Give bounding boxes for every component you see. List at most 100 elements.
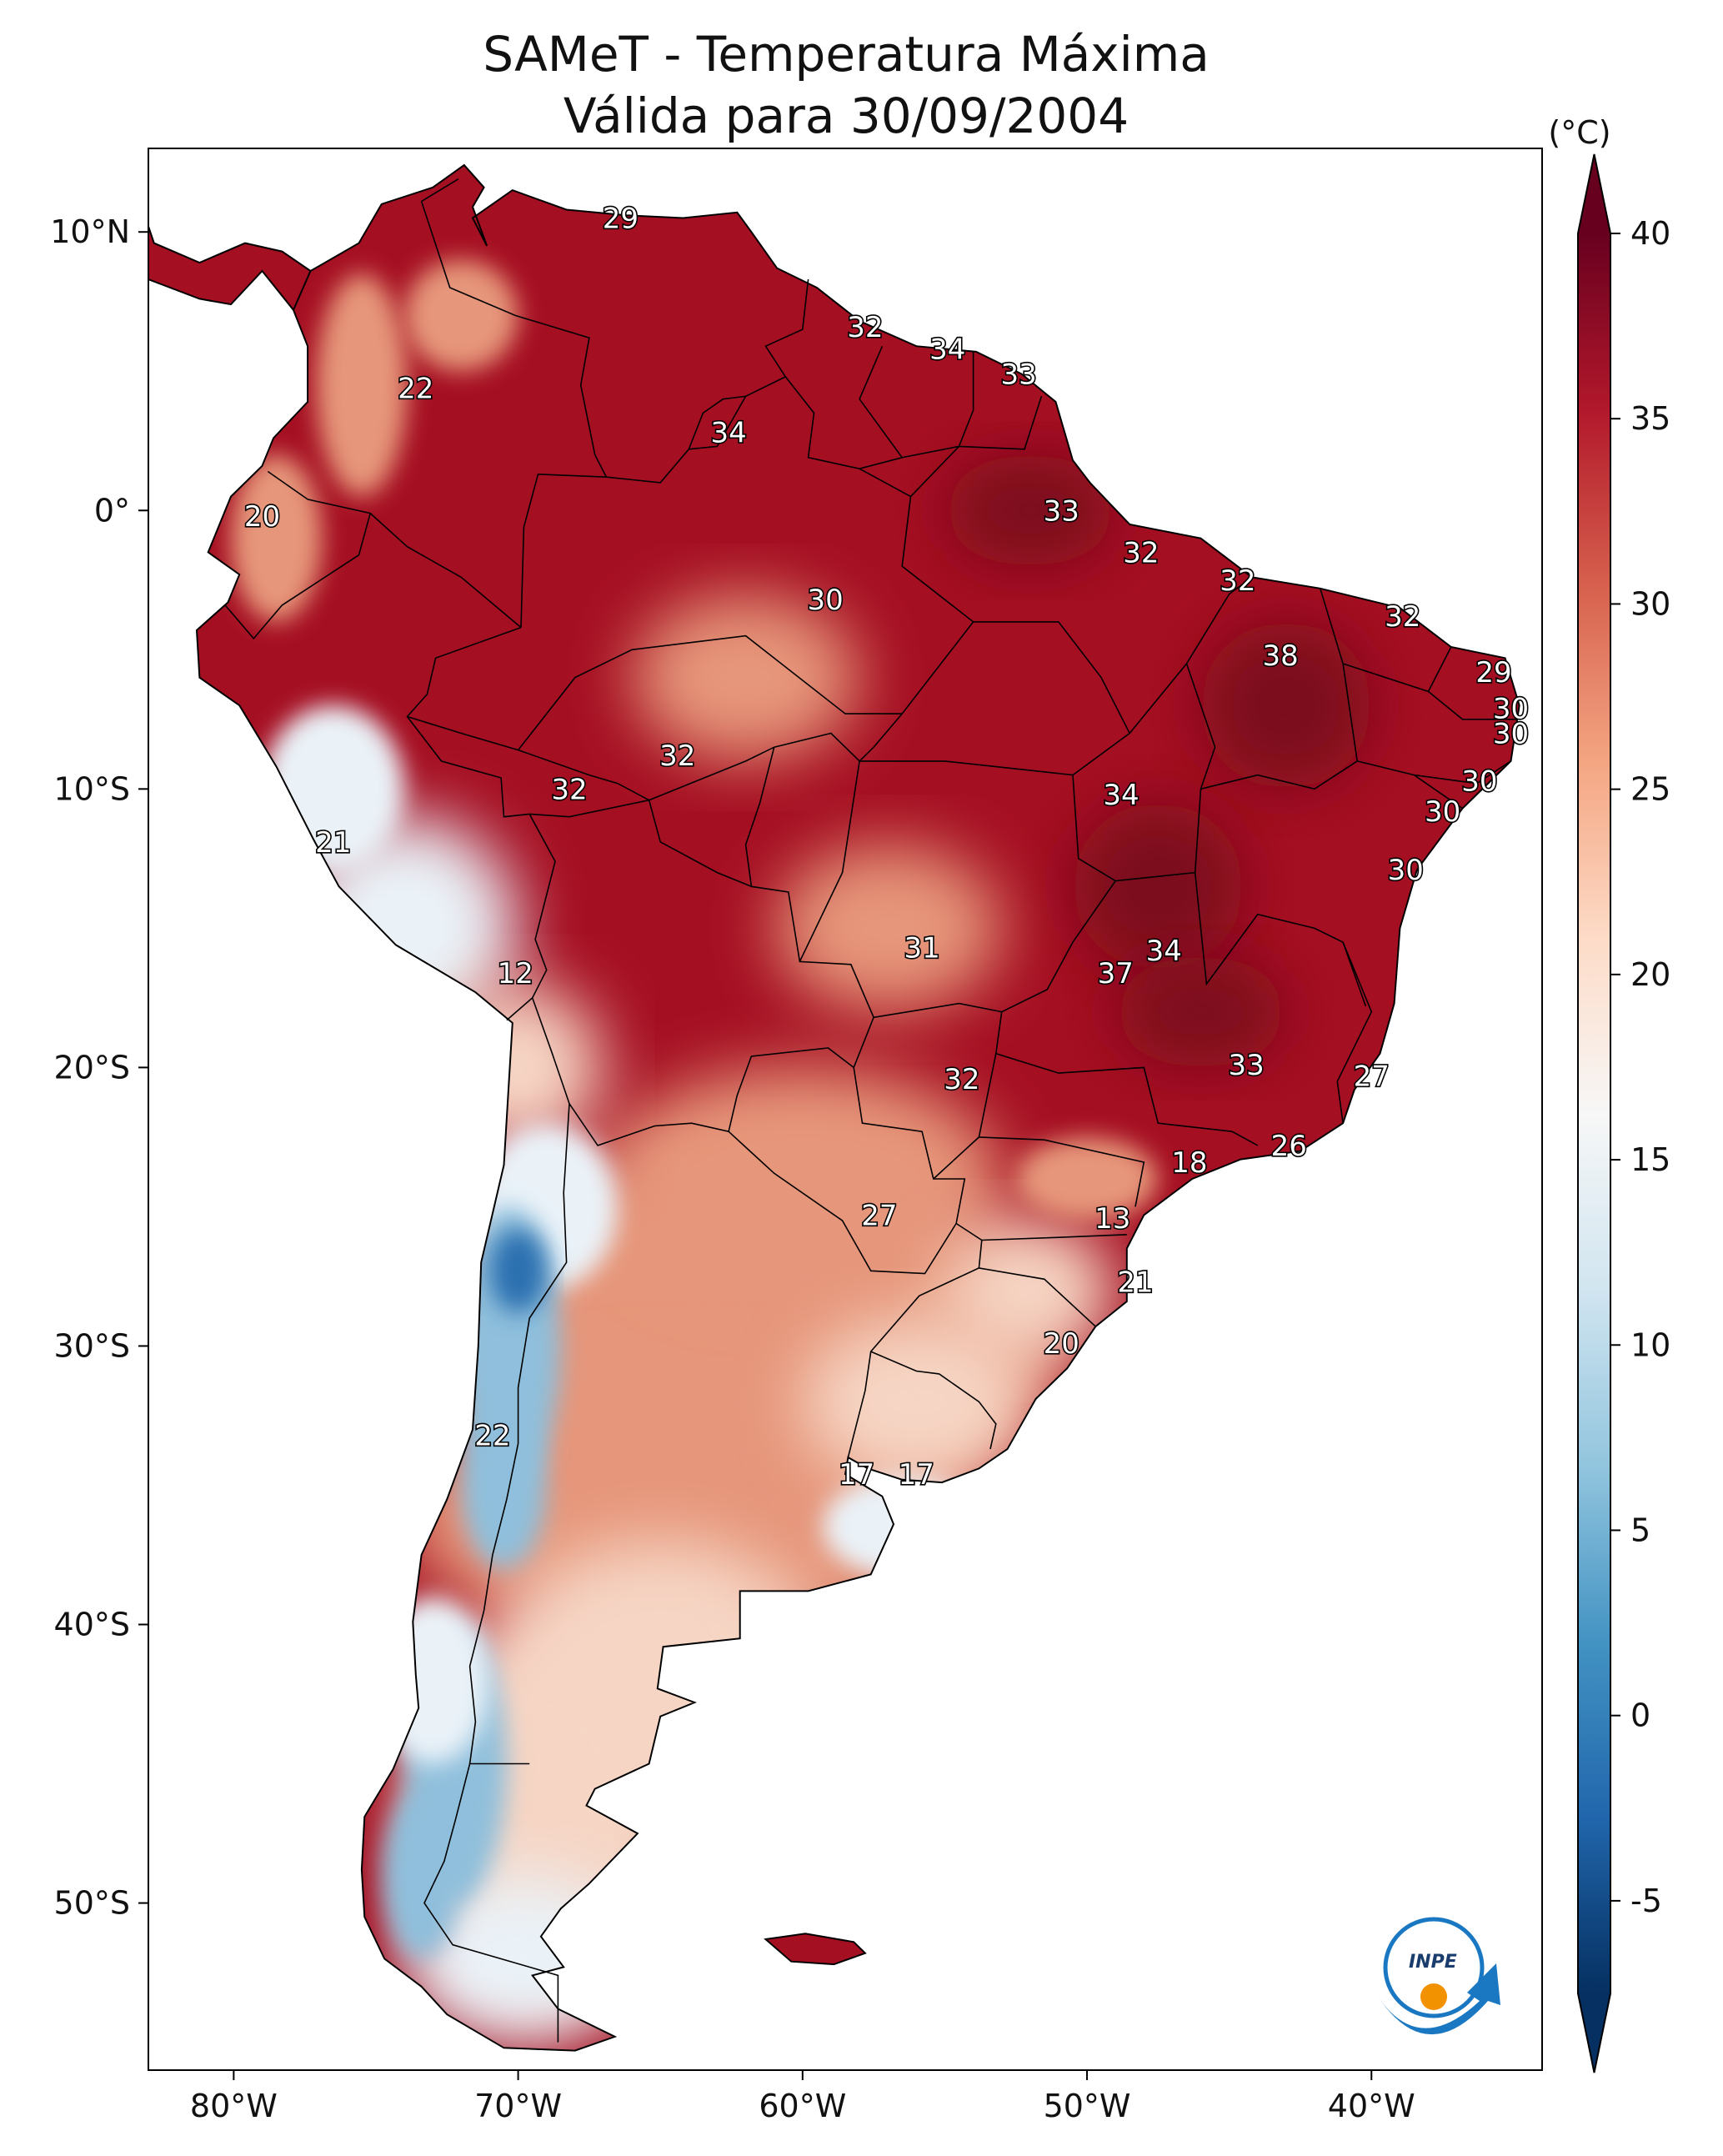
colorbar-gradient — [1577, 153, 1611, 2073]
border-line-37 — [1129, 576, 1253, 735]
temperature-value-label: 12 — [498, 957, 533, 990]
temperature-value-label: 30 — [807, 584, 843, 617]
temperature-value-label: 29 — [603, 203, 639, 236]
border-line-11 — [506, 814, 556, 1021]
temperature-zone-9 — [944, 1221, 1116, 1361]
border-line-38 — [1185, 663, 1216, 873]
title-line-2: Válida para 30/09/2004 — [563, 88, 1129, 144]
temperature-value-label: 26 — [1271, 1130, 1307, 1163]
temperature-zone-16 — [461, 1401, 547, 1569]
colorbar-tick-label: 0 — [1630, 1697, 1650, 1734]
temperature-value-label: 27 — [861, 1199, 897, 1232]
temperature-value-label: 22 — [474, 1419, 510, 1452]
temperature-zone-24 — [944, 454, 1116, 567]
border-line-42 — [1414, 760, 1511, 785]
temperature-value-label: 31 — [904, 932, 939, 965]
temperature-zone-27 — [1115, 955, 1286, 1068]
temperature-zone-13 — [433, 984, 604, 1151]
temperature-value-label: 30 — [1493, 693, 1529, 726]
colorbar-ticks: 40 35 30 25 20 15 10 5 0 -5 — [1610, 215, 1670, 1919]
colorbar-tick-label: 40 — [1630, 215, 1670, 252]
latitude-tick-label: 50°S — [54, 1885, 130, 1922]
temperature-zone-7 — [802, 1318, 1030, 1486]
map-title: SAMeT - Temperatura Máxima Válida para 3… — [150, 23, 1542, 147]
colorbar-tick-label: 35 — [1630, 400, 1670, 437]
border-line-8 — [267, 470, 522, 629]
border-line-17 — [847, 1222, 983, 1458]
temperature-value-label: 33 — [1044, 494, 1079, 528]
border-line-27 — [859, 713, 903, 762]
temperature-value-label: 13 — [1094, 1202, 1130, 1236]
border-line-14 — [423, 1103, 570, 2043]
border-line-4 — [784, 376, 903, 470]
longitude-tick-label: 60°W — [759, 2088, 846, 2124]
border-line-18 — [870, 1351, 997, 1450]
temperature-zone-28 — [774, 845, 1002, 1012]
border-line-19 — [688, 395, 746, 450]
border-line-2 — [421, 178, 459, 203]
border-line-33 — [979, 1267, 1096, 1327]
temperature-value-label: 21 — [1117, 1266, 1153, 1300]
temperature-zone-29 — [632, 594, 860, 761]
logo-swoosh — [1375, 1963, 1500, 2035]
logo-ring — [1383, 1917, 1485, 2018]
temperature-value-label: 17 — [899, 1458, 934, 1492]
temperature-zone-22 — [231, 454, 323, 622]
latitude-ticks: 10°N 0° 10°S 20°S 30°S 40°S 50°S — [50, 213, 148, 1922]
temperature-value-label: 27 — [1354, 1060, 1390, 1093]
colorbar-unit: (°C) — [1548, 114, 1610, 151]
coastline — [148, 163, 1520, 2052]
temperature-value-label: 34 — [710, 417, 746, 450]
latitude-tick-label: 20°S — [54, 1049, 130, 1086]
latitude-tick-label: 10°S — [54, 770, 130, 807]
temperature-value-label: 32 — [944, 1063, 979, 1096]
temperature-value-label: 30 — [1425, 795, 1460, 829]
temperature-value-label: 20 — [1044, 1327, 1079, 1361]
title-line-1: SAMeT - Temperatura Máxima — [483, 26, 1210, 83]
border-line-32 — [981, 1234, 1127, 1241]
temperature-value-label: 20 — [244, 500, 280, 534]
logo-text: INPE — [1409, 1952, 1457, 1973]
border-line-22 — [517, 468, 974, 751]
border-line-10 — [406, 626, 530, 818]
border-line-9 — [224, 513, 371, 640]
border-line-36 — [1200, 760, 1463, 810]
temperature-zone-25 — [1200, 621, 1372, 790]
border-line-25 — [909, 445, 960, 498]
temperature-value-label: 30 — [1461, 765, 1497, 798]
temperature-value-label: 34 — [1146, 935, 1182, 968]
colorbar: 40 35 30 25 20 15 10 5 0 -5 (°C) — [1548, 114, 1670, 2073]
latitude-tick-label: 10°N — [50, 213, 130, 250]
temperature-value-label: 32 — [1220, 564, 1255, 598]
border-line-23 — [744, 747, 775, 887]
border-line-6 — [959, 396, 1043, 450]
temperature-value-label: 34 — [929, 333, 965, 367]
temperature-value-label: 32 — [551, 773, 587, 806]
border-line-5 — [859, 345, 974, 459]
border-line-29 — [873, 1002, 1002, 1019]
temperature-value-label: 30 — [1493, 718, 1529, 751]
border-line-28 — [994, 880, 1259, 1146]
border-line-35 — [1336, 941, 1373, 1124]
longitude-tick-label: 40°W — [1328, 2088, 1415, 2124]
border-line-20 — [649, 732, 1074, 801]
border-line-1 — [420, 201, 608, 478]
temperature-value-label: 21 — [315, 826, 351, 860]
colorbar-tick-label: 25 — [1630, 771, 1670, 808]
border-line-16 — [853, 1067, 966, 1224]
country-borders — [224, 178, 1517, 2043]
temperature-value-label: 18 — [1171, 1146, 1207, 1180]
border-line-24 — [799, 760, 860, 962]
temperature-zone-8 — [822, 1477, 982, 1577]
border-line-7 — [520, 473, 607, 628]
temperature-value-label: 34 — [1103, 779, 1139, 812]
temperature-value-label: 33 — [1000, 358, 1036, 392]
border-line-21 — [407, 715, 649, 801]
border-line-31 — [979, 1136, 1145, 1207]
border-line-41 — [1427, 690, 1517, 720]
temperature-value-label: 17 — [839, 1458, 874, 1492]
temperature-value-label: 22 — [398, 372, 433, 405]
colorbar-tick-label: 30 — [1630, 585, 1670, 622]
